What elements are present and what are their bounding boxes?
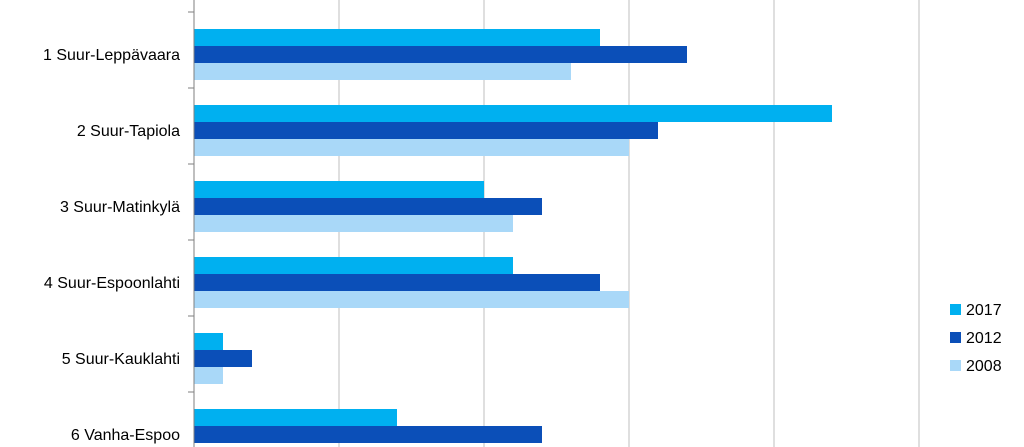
bar-2012-4 xyxy=(194,274,600,291)
bar-2017-2 xyxy=(194,105,832,122)
legend: 2017 2012 2008 xyxy=(950,302,1002,375)
bar-2008-3 xyxy=(194,215,513,232)
category-labels: 1 Suur-Leppävaara 2 Suur-Tapiola 3 Suur-Ma… xyxy=(43,47,180,444)
bar-2008-5 xyxy=(194,367,223,384)
bar-2012-3 xyxy=(194,198,542,215)
legend-swatch-2008 xyxy=(950,360,961,371)
legend-swatch-2017 xyxy=(950,304,961,315)
bar-2017-6 xyxy=(194,409,397,426)
bar-2008-4 xyxy=(194,291,629,308)
bar-2017-4 xyxy=(194,257,513,274)
bar-2017-1 xyxy=(194,29,600,46)
category-label: 5 Suur-Kauklahti xyxy=(62,351,180,368)
legend-swatch-2012 xyxy=(950,332,961,343)
category-label: 1 Suur-Leppävaara xyxy=(43,47,180,64)
legend-label-2008: 2008 xyxy=(966,358,1002,375)
bar-2012-6 xyxy=(194,426,542,443)
bars xyxy=(194,29,832,443)
legend-label-2012: 2012 xyxy=(966,330,1002,347)
bar-2017-5 xyxy=(194,333,223,350)
bar-2012-2 xyxy=(194,122,658,139)
category-label: 6 Vanha-Espoo xyxy=(71,427,180,444)
bar-2008-1 xyxy=(194,63,571,80)
bar-2012-5 xyxy=(194,350,252,367)
bar-2008-2 xyxy=(194,139,629,156)
legend-label-2017: 2017 xyxy=(966,302,1002,319)
bar-2012-1 xyxy=(194,46,687,63)
category-axis xyxy=(188,0,195,447)
category-label: 2 Suur-Tapiola xyxy=(77,123,180,140)
category-label: 4 Suur-Espoonlahti xyxy=(44,275,180,292)
category-label: 3 Suur-Matinkylä xyxy=(60,199,180,216)
bar-2017-3 xyxy=(194,181,484,198)
